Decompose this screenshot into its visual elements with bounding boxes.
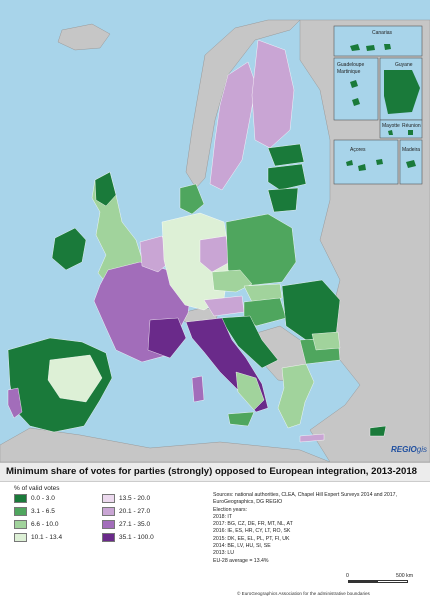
regio-gis-logo: REGIOgis	[391, 445, 427, 454]
svg-text:Guyane: Guyane	[395, 62, 413, 68]
legend-title: % of valid votes	[14, 485, 60, 492]
legend-label: 6.6 - 10.0	[31, 521, 59, 528]
inset-guyane: Guyane	[379, 57, 423, 121]
scale-bar-segment	[348, 580, 378, 583]
map-title-bar: Minimum share of votes for parties (stro…	[0, 462, 430, 482]
logo-main-text: REGIO	[391, 445, 417, 454]
svg-text:Guadeloupe: Guadeloupe	[337, 62, 364, 68]
region-bulgaria-east	[311, 331, 341, 351]
sources-line: Sources: national authorities, CLEA, Cha…	[213, 492, 397, 498]
legend-swatch	[102, 494, 115, 503]
svg-text:Mayotte: Mayotte	[382, 123, 400, 129]
region-crete	[299, 433, 325, 443]
region-sicily	[227, 411, 255, 427]
map-canvas: Canarias Guadeloupe Martinique Guyane Ma…	[0, 19, 430, 462]
election-year-line: 2015: DK, EE, EL, PL, PT, FI, UK	[213, 535, 290, 542]
europe-map: Canarias Guadeloupe Martinique Guyane Ma…	[0, 0, 430, 462]
region-hungary	[243, 297, 287, 327]
legend-label: 3.1 - 6.5	[31, 508, 55, 515]
sources-block: Sources: national authorities, CLEA, Cha…	[213, 492, 428, 565]
region-slovakia	[243, 283, 283, 303]
region-france-southeast	[147, 317, 187, 359]
non-eu-north-africa	[0, 427, 331, 462]
legend-swatch	[102, 533, 115, 542]
eu-average-note: EU-28 average = 13.4%	[213, 557, 269, 564]
scale-bar: 0 500 km	[346, 573, 416, 584]
logo-suffix-text: gis	[416, 445, 428, 454]
scale-start-label: 0	[346, 573, 349, 579]
election-years-heading: Election years:	[213, 506, 248, 513]
region-estonia	[267, 143, 305, 167]
non-eu-norway	[185, 19, 301, 189]
legend-swatch	[14, 494, 27, 503]
region-italy-south	[235, 371, 265, 411]
inset-madeira: Madeira	[399, 139, 423, 185]
svg-text:Madeira: Madeira	[402, 147, 420, 153]
region-lithuania	[267, 187, 299, 213]
election-year-line: 2016: IE, ES, HR, CY, LT, RO, SK	[213, 528, 291, 535]
election-year-line: 2018: IT	[213, 513, 233, 520]
copyright-note: © EuroGeographics Association for the ad…	[237, 591, 370, 596]
legend-label: 0.0 - 3.0	[31, 495, 55, 502]
non-eu-iceland	[57, 23, 111, 51]
region-sweden	[209, 61, 257, 191]
region-cyprus	[369, 425, 387, 437]
inset-guadeloupe-martinique: Guadeloupe Martinique	[333, 57, 379, 121]
region-finland	[251, 39, 295, 149]
legend-swatch	[14, 507, 27, 516]
svg-text:Canarias: Canarias	[372, 30, 393, 36]
region-denmark	[179, 183, 205, 215]
region-portugal-south	[7, 387, 23, 419]
legend-swatch	[102, 507, 115, 516]
legend-swatch	[14, 520, 27, 529]
region-latvia	[267, 163, 307, 191]
election-year-line: 2013: LU	[213, 550, 235, 557]
region-romania	[281, 279, 341, 341]
inset-canarias: Canarias	[333, 25, 423, 57]
region-ireland	[51, 227, 87, 271]
legend-label: 10.1 - 13.4	[31, 534, 63, 541]
region-czechia	[211, 269, 253, 293]
inset-mayotte-reunion: Mayotte Réunion	[379, 119, 423, 139]
scale-end-label: 500 km	[396, 573, 414, 579]
election-year-line: 2017: BG, CZ, DE, FR, MT, NL, AT	[213, 521, 293, 528]
region-greece	[277, 363, 315, 429]
svg-text:Réunion: Réunion	[402, 123, 421, 129]
legend-label: 35.1 - 100.0	[119, 534, 154, 541]
region-scotland	[94, 171, 117, 207]
region-spain-east	[47, 354, 103, 403]
legend-label: 20.1 - 27.0	[119, 508, 151, 515]
sources-line: EuroGeographics, DG REGIO	[213, 499, 283, 506]
map-title: Minimum share of votes for parties (stro…	[6, 466, 418, 477]
region-slovenia-croatia	[219, 315, 279, 369]
legend-label: 13.5 - 20.0	[119, 495, 151, 502]
svg-text:Martinique: Martinique	[337, 69, 361, 75]
legend-swatch	[14, 533, 27, 542]
region-germany-east	[199, 235, 231, 273]
election-year-line: 2014: BE, LV, HU, SI, SE	[213, 543, 271, 550]
svg-text:Açores: Açores	[350, 147, 366, 153]
legend-swatch	[102, 520, 115, 529]
region-sardinia	[191, 375, 205, 403]
legend-label: 27.1 - 35.0	[119, 521, 151, 528]
inset-acores: Açores	[333, 139, 399, 185]
